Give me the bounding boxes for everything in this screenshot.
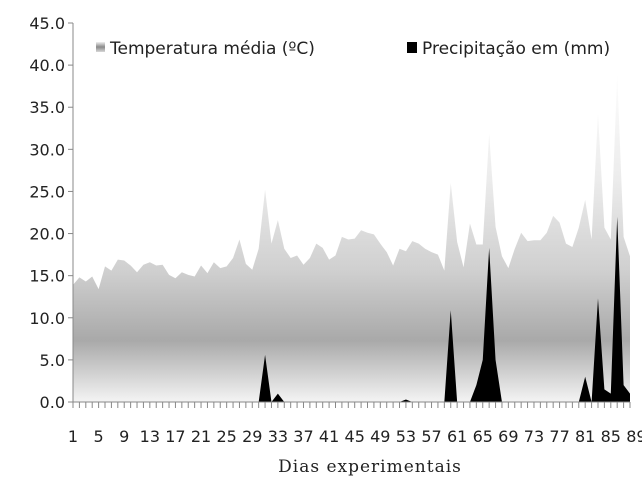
series-area-temperatura (73, 74, 630, 402)
y-tick-label: 15.0 (29, 267, 65, 286)
x-tick-label: 13 (140, 427, 160, 446)
x-tick-label: 77 (549, 427, 569, 446)
x-axis: 1 5 9 13 17 21 25 29 33 37 41 45 49 53 57 61 65 69 73 77 81 8… (68, 402, 642, 446)
x-tick-label: 25 (216, 427, 236, 446)
x-tick-label: 33 (268, 427, 288, 446)
y-tick-label: 0.0 (40, 393, 65, 412)
x-tick-label: 49 (370, 427, 390, 446)
y-tick-label: 25.0 (29, 182, 65, 201)
y-tick-label: 45.0 (29, 14, 65, 33)
y-tick-label: 40.0 (29, 56, 65, 75)
x-tick-label: 9 (119, 427, 129, 446)
y-tick-label: 35.0 (29, 98, 65, 117)
x-tick-label: 89 (626, 427, 642, 446)
legend: Temperatura média (ºC) Precipitação em (… (96, 39, 610, 59)
x-tick-label: 45 (345, 427, 365, 446)
x-tick-label: 57 (421, 427, 441, 446)
x-tick-label: 53 (396, 427, 416, 446)
legend-label-precipitacao: Precipitação em (mm) (422, 39, 610, 59)
x-tick-label: 69 (498, 427, 518, 446)
x-tick-label: 29 (242, 427, 262, 446)
series-area-precipitacao (73, 216, 630, 402)
y-tick-label: 20.0 (29, 225, 65, 244)
x-tick-label: 21 (191, 427, 211, 446)
legend-swatch-temperatura (96, 42, 105, 52)
x-tick-label: 1 (68, 427, 78, 446)
y-axis: 0.0 5.0 10.0 15.0 20.0 25.0 30.0 35.0 40.0 45.0 (29, 14, 73, 412)
y-tick-label: 10.0 (29, 309, 65, 328)
legend-item-temperatura: Temperatura média (ºC) (96, 39, 315, 59)
x-tick-label: 73 (524, 427, 544, 446)
x-tick-label: 5 (94, 427, 104, 446)
x-axis-title: Dias experimentais (278, 457, 462, 477)
x-tick-label: 41 (319, 427, 339, 446)
y-tick-label: 30.0 (29, 140, 65, 159)
x-tick-label: 17 (165, 427, 185, 446)
plot-area (73, 74, 630, 402)
y-tick-label: 5.0 (40, 351, 65, 370)
x-tick-label: 37 (293, 427, 313, 446)
x-tick-label: 81 (575, 427, 595, 446)
legend-item-precipitacao: Precipitação em (mm) (407, 39, 610, 59)
x-tick-label: 61 (447, 427, 467, 446)
legend-label-temperatura: Temperatura média (ºC) (109, 39, 315, 59)
x-tick-label: 65 (473, 427, 493, 446)
legend-swatch-precipitacao (407, 42, 417, 53)
x-tick-label: 85 (601, 427, 621, 446)
